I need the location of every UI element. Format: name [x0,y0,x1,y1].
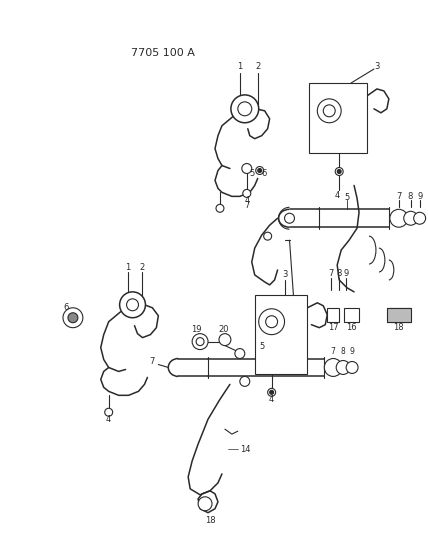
Text: 8: 8 [336,270,342,278]
Text: 7: 7 [331,347,336,356]
Circle shape [336,360,350,375]
Text: 4: 4 [244,196,250,205]
Text: 4: 4 [106,415,111,424]
Circle shape [231,95,259,123]
Text: 9: 9 [417,192,422,201]
Polygon shape [309,83,367,152]
Polygon shape [344,308,359,322]
Text: 5: 5 [345,193,350,202]
Text: 7: 7 [329,270,334,278]
Text: 20: 20 [219,325,229,334]
Polygon shape [327,308,339,322]
Text: 1: 1 [125,263,130,272]
Circle shape [266,316,278,328]
Circle shape [216,204,224,212]
Text: 2: 2 [255,61,260,70]
Text: 9: 9 [344,270,349,278]
Circle shape [414,212,425,224]
Circle shape [235,349,245,359]
Circle shape [270,390,273,394]
Circle shape [390,209,408,227]
Text: 1: 1 [237,61,242,70]
Circle shape [63,308,83,328]
Circle shape [259,309,285,335]
Circle shape [317,99,341,123]
Circle shape [324,359,342,376]
Circle shape [337,169,341,173]
Text: 4: 4 [335,191,340,200]
Text: 18: 18 [205,516,215,525]
Circle shape [268,389,276,397]
Text: 14: 14 [241,445,251,454]
Text: 19: 19 [191,325,201,334]
Text: 4: 4 [269,395,274,404]
Text: 7: 7 [150,357,155,366]
Text: 7705 100 A: 7705 100 A [131,48,194,58]
Text: 7: 7 [396,192,401,201]
Circle shape [242,164,252,173]
Circle shape [335,167,343,175]
Polygon shape [387,308,411,322]
Text: 2: 2 [140,263,145,272]
Circle shape [264,232,272,240]
Circle shape [68,313,78,322]
Circle shape [119,292,146,318]
Text: 8: 8 [341,347,345,356]
Text: 6: 6 [63,303,68,312]
Text: 18: 18 [393,323,404,332]
Circle shape [238,102,252,116]
Circle shape [240,376,250,386]
Circle shape [404,211,418,225]
Text: 8: 8 [407,192,413,201]
Text: 16: 16 [346,323,357,332]
Text: 17: 17 [328,323,339,332]
Circle shape [323,105,335,117]
Circle shape [127,299,139,311]
Polygon shape [255,295,307,375]
Circle shape [258,168,262,173]
Text: 5: 5 [259,342,265,351]
Circle shape [219,334,231,345]
Text: 5: 5 [249,169,254,178]
Circle shape [243,189,251,197]
Text: 9: 9 [350,347,354,356]
Text: 3: 3 [282,270,287,279]
Circle shape [196,337,204,345]
Circle shape [285,213,294,223]
Circle shape [198,497,212,511]
Circle shape [256,166,264,174]
Circle shape [105,408,113,416]
Text: 6: 6 [261,169,266,178]
Text: 14: 14 [294,313,305,322]
Circle shape [346,361,358,374]
Circle shape [192,334,208,350]
Text: 3: 3 [374,61,380,70]
Text: 7: 7 [244,201,250,210]
